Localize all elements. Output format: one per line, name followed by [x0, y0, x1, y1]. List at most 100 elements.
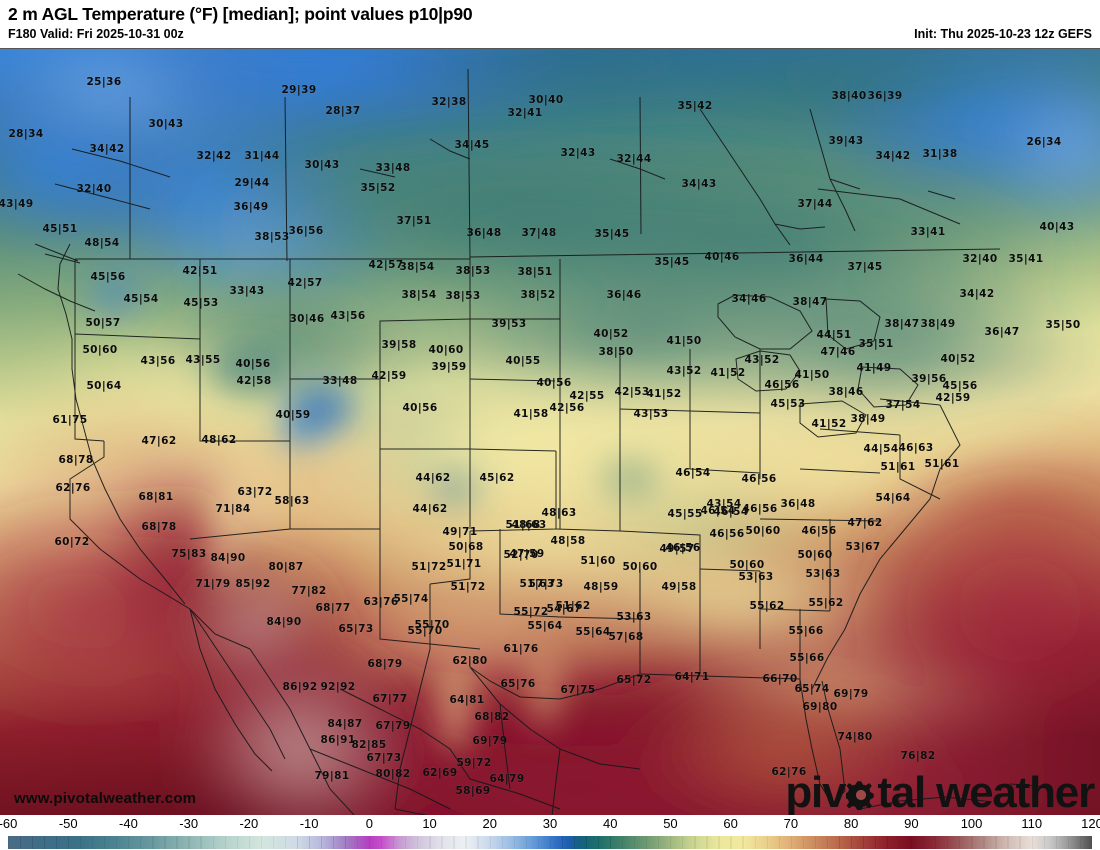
point-value-label: 69|79	[833, 688, 869, 700]
point-value-label: 63|72	[237, 486, 273, 498]
point-value-label: 39|59	[431, 361, 467, 373]
point-value-label: 51|68	[505, 519, 541, 531]
point-value-label: 46|56	[741, 473, 777, 485]
point-value-label: 64|79	[489, 773, 525, 785]
point-value-label: 45|55	[667, 508, 703, 520]
point-value-label: 55|72	[513, 606, 549, 618]
init-time-label: Init: Thu 2025-10-23 12z GEFS	[914, 27, 1092, 41]
point-value-label: 74|80	[837, 731, 873, 743]
point-value-label: 38|47	[884, 318, 920, 330]
point-value-label: 86|91	[320, 734, 356, 746]
point-value-label: 39|56	[911, 373, 947, 385]
point-value-label: 62|76	[55, 482, 91, 494]
point-value-label: 38|49	[850, 413, 886, 425]
point-value-label: 39|58	[381, 339, 417, 351]
point-value-label: 48|59	[583, 581, 619, 593]
point-value-label: 43|53	[633, 408, 669, 420]
point-value-label: 60|72	[54, 536, 90, 548]
point-value-label: 68|81	[138, 491, 174, 503]
point-value-label: 50|60	[622, 561, 658, 573]
point-value-label: 50|64	[86, 380, 122, 392]
point-value-label: 37|45	[847, 261, 883, 273]
point-value-label: 69|80	[802, 701, 838, 713]
point-value-label: 65|73	[338, 623, 374, 635]
point-value-label: 68|82	[474, 711, 510, 723]
point-value-label: 34|42	[89, 143, 125, 155]
colorbar-tick: 20	[482, 816, 497, 831]
colorbar[interactable]: -60 -50 -40 -30 -20 -10 0 10 20 30 40 50 60 70 80 90 100…	[0, 815, 1100, 850]
point-value-label: 62|80	[452, 655, 488, 667]
point-value-label: 40|52	[940, 353, 976, 365]
point-value-label: 58|69	[455, 785, 491, 797]
point-value-label: 75|83	[171, 548, 207, 560]
colorbar-tick: 80	[843, 816, 859, 831]
colorbar-tick: 40	[602, 816, 618, 831]
point-value-label: 34|46	[731, 293, 767, 305]
point-value-label: 43|54	[706, 498, 742, 510]
point-value-label: 34|43	[681, 178, 717, 190]
point-value-label: 46|56	[764, 379, 800, 391]
point-value-label: 68|79	[367, 658, 403, 670]
point-value-label: 32|40	[962, 253, 998, 265]
point-value-label: 34|42	[959, 288, 995, 300]
point-value-label: 53|63	[616, 611, 652, 623]
colorbar-tick: 70	[783, 816, 799, 831]
point-value-label: 42|57	[368, 259, 404, 271]
point-value-label: 42|56	[549, 402, 585, 414]
temperature-raster	[0, 49, 1100, 815]
point-value-label: 43|56	[140, 355, 176, 367]
point-value-label: 67|75	[560, 684, 596, 696]
colorbar-tick: 30	[542, 816, 558, 831]
point-value-label: 48|58	[550, 535, 586, 547]
point-value-label: 46|56	[665, 542, 701, 554]
point-value-label: 36|56	[288, 225, 324, 237]
point-value-label: 80|87	[268, 561, 304, 573]
point-value-label: 38|53	[254, 231, 290, 243]
point-value-label: 40|46	[704, 251, 740, 263]
map-header: 2 m AGL Temperature (°F) [median]; point…	[0, 0, 1100, 48]
point-value-label: 35|45	[654, 256, 690, 268]
point-value-label: 52|70	[503, 549, 539, 561]
point-value-label: 65|76	[500, 678, 536, 690]
point-value-label: 38|49	[920, 318, 956, 330]
point-value-label: 35|42	[677, 100, 713, 112]
colorbar-tick: 90	[904, 816, 919, 831]
point-value-label: 55|62	[749, 600, 785, 612]
point-value-label: 51|72	[411, 561, 447, 573]
point-value-label: 43|56	[330, 310, 366, 322]
point-value-label: 84|90	[210, 552, 246, 564]
point-value-label: 62|76	[771, 766, 807, 778]
point-value-label: 69|79	[472, 735, 508, 747]
point-value-layer: 25|36 28|34 29|39 30|43 34|42 32|40 32|42 31|44…	[0, 49, 1100, 815]
point-value-label: 30|46	[289, 313, 325, 325]
point-value-label: 64|81	[449, 694, 485, 706]
point-value-label: 41|58	[513, 408, 549, 420]
point-value-label: 37|44	[797, 198, 833, 210]
point-value-label: 40|55	[505, 355, 541, 367]
point-value-label: 63|76	[363, 596, 399, 608]
point-value-label: 45|56	[942, 380, 978, 392]
point-value-label: 26|34	[1026, 136, 1062, 148]
point-value-label: 36|39	[867, 90, 903, 102]
point-value-label: 53|67	[845, 541, 881, 553]
point-value-label: 50|60	[745, 525, 781, 537]
site-url-watermark: www.pivotalweather.com	[14, 790, 197, 807]
point-value-label: 57|68	[608, 631, 644, 643]
point-value-label: 51|60	[580, 555, 616, 567]
point-value-label: 51|63	[519, 578, 555, 590]
point-value-label: 50|60	[82, 344, 118, 356]
point-value-label: 38|51	[517, 266, 553, 278]
point-value-label: 68|78	[141, 521, 177, 533]
temperature-map[interactable]: 25|36 28|34 29|39 30|43 34|42 32|40 32|42 31|44…	[0, 48, 1100, 815]
colorbar-bin-dividers	[8, 836, 1092, 849]
point-value-label: 43|55	[185, 354, 221, 366]
gear-icon	[846, 780, 876, 810]
point-value-label: 37|51	[396, 215, 432, 227]
point-value-label: 32|43	[560, 147, 596, 159]
point-value-label: 71|84	[215, 503, 251, 515]
point-value-label: 53|63	[805, 568, 841, 580]
point-value-label: 31|38	[922, 148, 958, 160]
point-value-label: 92|92	[320, 681, 356, 693]
point-value-label: 48|54	[84, 237, 120, 249]
point-value-label: 43|52	[744, 354, 780, 366]
